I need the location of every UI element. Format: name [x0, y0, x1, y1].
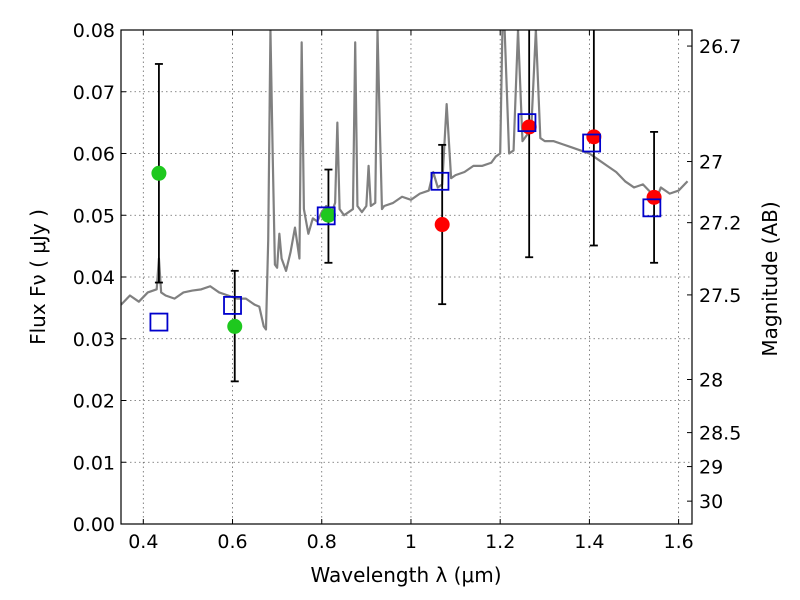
x-tick-label: 0.4 [128, 531, 158, 553]
red-data-point [586, 129, 602, 145]
y2-tick-label: 29 [699, 457, 723, 479]
grid [121, 30, 692, 524]
y2-axis-label: Magnitude (AB) [758, 201, 782, 356]
y-tick-label: 0.04 [73, 267, 115, 289]
y-tick-label: 0.02 [73, 391, 115, 413]
green-data-point [320, 207, 336, 223]
x-axis-label: Wavelength λ (μm) [310, 563, 501, 587]
y2-tick-label: 28 [699, 370, 723, 392]
y2-tick-label: 27.5 [699, 285, 741, 307]
model-square-point [223, 296, 242, 315]
y-tick-label: 0.03 [73, 329, 115, 351]
y-tick-label: 0.08 [73, 20, 115, 42]
model-square-point [149, 312, 169, 332]
y2-tick-label: 27 [699, 152, 723, 174]
model-spectrum-line [121, 30, 689, 331]
red-data-point [646, 189, 662, 205]
axes: 0.4 0.6 0.8 1 1.2 1.4 1.6 0.00 0.01 0.02 0.03 0.04 0… [73, 20, 742, 553]
model-square-point [582, 133, 602, 153]
model-square-point [642, 198, 662, 218]
red-data-point [434, 217, 450, 233]
y2-tick-label: 28.5 [699, 423, 741, 445]
x-tick-label: 0.6 [217, 531, 247, 553]
x-tick-label: 0.8 [307, 531, 337, 553]
y-tick-label: 0.06 [73, 144, 115, 166]
model-square-point [316, 206, 336, 226]
model-square-point [430, 171, 450, 191]
x-tick-label: 1 [405, 531, 417, 553]
x-tick-label: 1.6 [664, 531, 694, 553]
x-tick-label: 1.4 [574, 531, 604, 553]
y2-tick-label: 30 [699, 491, 723, 513]
model-square-point [517, 113, 537, 133]
y-axis-label: Flux Fν ( μJy ) [26, 209, 50, 345]
x-tick-label: 1.2 [485, 531, 515, 553]
y2-tick-label: 26.7 [699, 36, 741, 58]
green-data-point [151, 165, 167, 181]
red-data-point [521, 119, 537, 135]
y-tick-label: 0.01 [73, 452, 115, 474]
y-tick-label: 0.00 [73, 514, 115, 536]
y-tick-label: 0.07 [73, 82, 115, 104]
plot-area [121, 30, 689, 383]
green-data-point [227, 318, 243, 334]
y-tick-label: 0.05 [73, 205, 115, 227]
y2-tick-label: 27.2 [699, 213, 741, 235]
